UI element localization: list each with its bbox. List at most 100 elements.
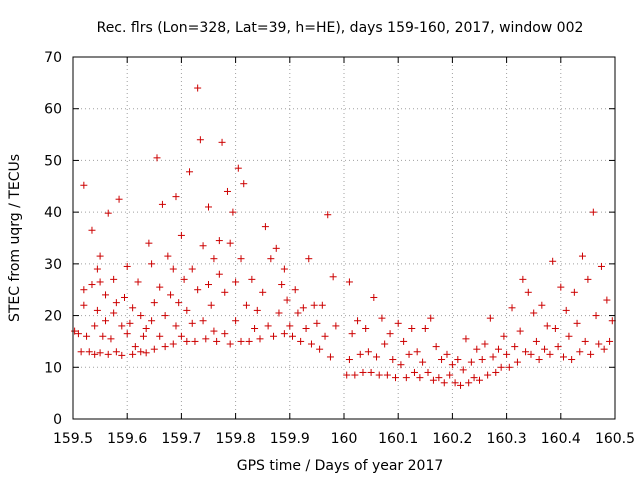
data-point <box>473 345 481 353</box>
data-point <box>438 356 446 364</box>
data-point <box>191 337 199 345</box>
data-point <box>83 332 91 340</box>
data-point <box>256 335 264 343</box>
data-point <box>148 260 156 268</box>
data-point <box>110 309 118 317</box>
data-point <box>237 255 245 263</box>
data-point <box>562 306 570 314</box>
y-axis-label: STEC from uqrg / TECUs <box>7 154 23 322</box>
x-tick-label: 159.6 <box>107 431 147 447</box>
data-point <box>373 353 381 361</box>
y-tick-label: 0 <box>53 412 62 428</box>
data-point <box>142 349 150 357</box>
data-point <box>223 187 231 195</box>
data-point <box>289 332 297 340</box>
data-point <box>532 337 540 345</box>
data-point <box>375 371 383 379</box>
data-point <box>213 337 221 345</box>
data-point <box>153 154 161 162</box>
data-point <box>343 371 351 379</box>
data-point <box>454 356 462 364</box>
data-point <box>389 356 397 364</box>
data-point <box>408 325 416 332</box>
data-point <box>131 343 139 351</box>
data-point <box>589 208 597 216</box>
x-tick-label: 159.7 <box>161 431 201 447</box>
data-point <box>280 330 288 338</box>
data-point <box>118 322 126 330</box>
data-point <box>188 265 196 273</box>
data-point <box>364 348 372 356</box>
data-point <box>383 371 391 379</box>
x-tick-label: 160.5 <box>595 431 635 447</box>
data-point <box>253 306 261 314</box>
data-point <box>313 319 321 327</box>
data-point <box>232 317 240 325</box>
data-point <box>581 337 589 345</box>
data-point <box>183 337 191 345</box>
data-point <box>419 358 427 366</box>
data-point <box>603 296 611 304</box>
data-point <box>280 265 288 273</box>
data-point <box>261 223 269 231</box>
data-point <box>202 335 210 343</box>
data-point <box>568 356 576 364</box>
data-point <box>210 255 218 263</box>
data-point <box>267 255 275 263</box>
data-point <box>80 181 88 189</box>
data-point <box>397 361 405 369</box>
data-point <box>440 379 448 387</box>
data-point <box>77 348 85 356</box>
data-point <box>139 332 147 340</box>
data-point <box>158 200 166 208</box>
data-point <box>294 309 302 317</box>
data-point <box>481 340 489 348</box>
data-point <box>503 350 511 358</box>
data-point <box>218 138 226 146</box>
data-point <box>595 340 603 348</box>
data-point <box>424 368 432 376</box>
data-point <box>410 368 418 376</box>
data-point <box>470 374 478 382</box>
y-tick-label: 50 <box>44 153 62 169</box>
data-point <box>259 288 267 296</box>
data-point <box>587 350 595 358</box>
data-point <box>324 211 332 219</box>
data-point <box>538 301 546 309</box>
data-point <box>560 353 568 361</box>
data-point <box>275 309 283 317</box>
data-point <box>115 195 123 203</box>
data-point <box>429 376 437 384</box>
data-point <box>446 371 454 379</box>
y-tick-label: 10 <box>44 360 62 376</box>
data-point <box>448 361 456 369</box>
data-point <box>570 288 578 296</box>
data-point <box>508 304 516 312</box>
data-point <box>370 293 378 301</box>
data-point <box>175 299 183 307</box>
data-point <box>221 288 229 296</box>
x-tick-label: 159.5 <box>53 431 93 447</box>
data-point <box>492 368 500 376</box>
data-point <box>183 306 191 314</box>
data-point <box>451 379 459 387</box>
data-point <box>345 278 353 286</box>
data-point <box>318 301 326 309</box>
x-axis-ticks: 159.5 159.6 159.7 159.8 159.9 160 160.1 160.2 16… <box>53 57 635 447</box>
data-point <box>467 358 475 366</box>
data-point <box>278 281 286 289</box>
data-point <box>597 262 605 270</box>
data-point <box>310 301 318 309</box>
data-point <box>326 353 334 361</box>
data-point <box>207 301 215 309</box>
data-point <box>123 262 131 270</box>
data-point <box>215 270 223 278</box>
x-tick-label: 160 <box>331 431 358 447</box>
data-point <box>93 265 101 273</box>
data-point <box>500 332 508 340</box>
data-point <box>91 350 99 358</box>
data-point <box>541 345 549 353</box>
chart-title: Rec. flrs (Lon=328, Lat=39, h=HE), days … <box>97 20 584 36</box>
x-tick-label: 159.8 <box>216 431 256 447</box>
